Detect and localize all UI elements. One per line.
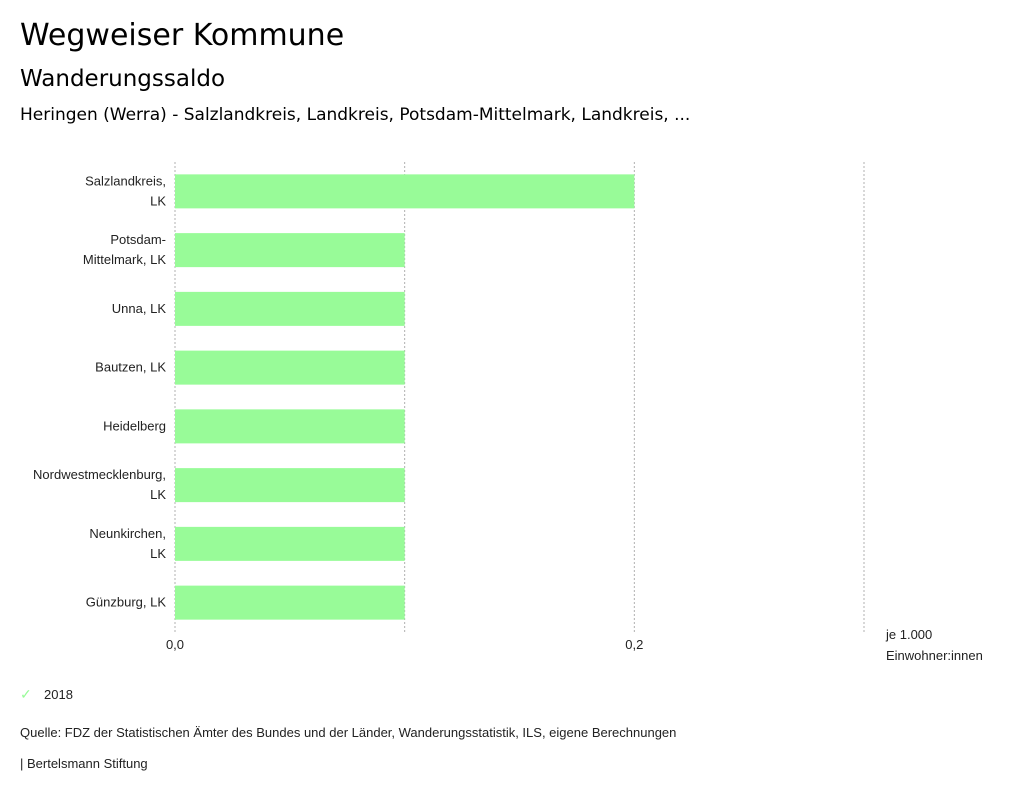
category-label-line: Günzburg, LK	[86, 595, 167, 610]
region-list: Heringen (Werra) - Salzlandkreis, Landkr…	[20, 105, 691, 125]
category-label-line: Bautzen, LK	[95, 360, 166, 375]
bar[interactable]	[175, 291, 405, 326]
check-icon: ✓	[20, 686, 32, 702]
category-label-line: LK	[150, 193, 166, 208]
category-label-line: LK	[150, 546, 166, 561]
category-label: Nordwestmecklenburg, LK	[33, 467, 166, 502]
page-title: Wegweiser Kommune	[20, 18, 345, 53]
category-label-line: Unna, LK	[112, 301, 167, 316]
category-label: Günzburg, LK	[86, 595, 167, 610]
category-labels: Salzlandkreis, LK Potsdam- Mittelmark, LK Un…	[33, 173, 166, 609]
category-label: Unna, LK	[112, 301, 167, 316]
bar[interactable]	[175, 526, 405, 561]
category-label: Heidelberg	[103, 418, 166, 433]
category-label-line: Nordwestmecklenburg,	[33, 467, 166, 482]
category-label-line: Mittelmark, LK	[83, 252, 166, 267]
unit-line-2: Einwohner:innen	[886, 648, 983, 663]
category-label: Potsdam- Mittelmark, LK	[83, 232, 166, 267]
source-note: Quelle: FDZ der Statistischen Ämter des …	[20, 725, 677, 740]
tick-labels: 0,0 0,2	[166, 637, 643, 652]
category-label-line: Potsdam-	[110, 232, 166, 247]
legend-item-2018[interactable]: ✓ 2018	[20, 686, 73, 703]
category-label-line: Neunkirchen,	[89, 526, 166, 541]
category-label-line: Heidelberg	[103, 418, 166, 433]
tick-label: 0,0	[166, 637, 184, 652]
bar-chart: Salzlandkreis, LK Potsdam- Mittelmark, LK Un…	[33, 162, 865, 652]
legend-label: 2018	[44, 687, 73, 702]
unit-line-1: je 1.000	[886, 627, 933, 642]
bars	[175, 174, 635, 620]
tick-label: 0,2	[625, 637, 643, 652]
bar[interactable]	[175, 174, 635, 209]
brand-credit: | Bertelsmann Stiftung	[20, 756, 148, 771]
bar[interactable]	[175, 350, 405, 385]
category-label: Salzlandkreis, LK	[85, 173, 166, 208]
category-label: Bautzen, LK	[95, 360, 166, 375]
category-label-line: LK	[150, 487, 166, 502]
bar[interactable]	[175, 585, 405, 620]
bar[interactable]	[175, 233, 405, 268]
bar[interactable]	[175, 409, 405, 444]
category-label-line: Salzlandkreis,	[85, 173, 166, 188]
bar[interactable]	[175, 468, 405, 503]
x-axis-unit-label: je 1.000 Einwohner:innen	[886, 624, 983, 666]
chart-subtitle: Wanderungssaldo	[20, 66, 226, 92]
gridlines	[174, 162, 865, 632]
category-label: Neunkirchen, LK	[89, 526, 166, 561]
